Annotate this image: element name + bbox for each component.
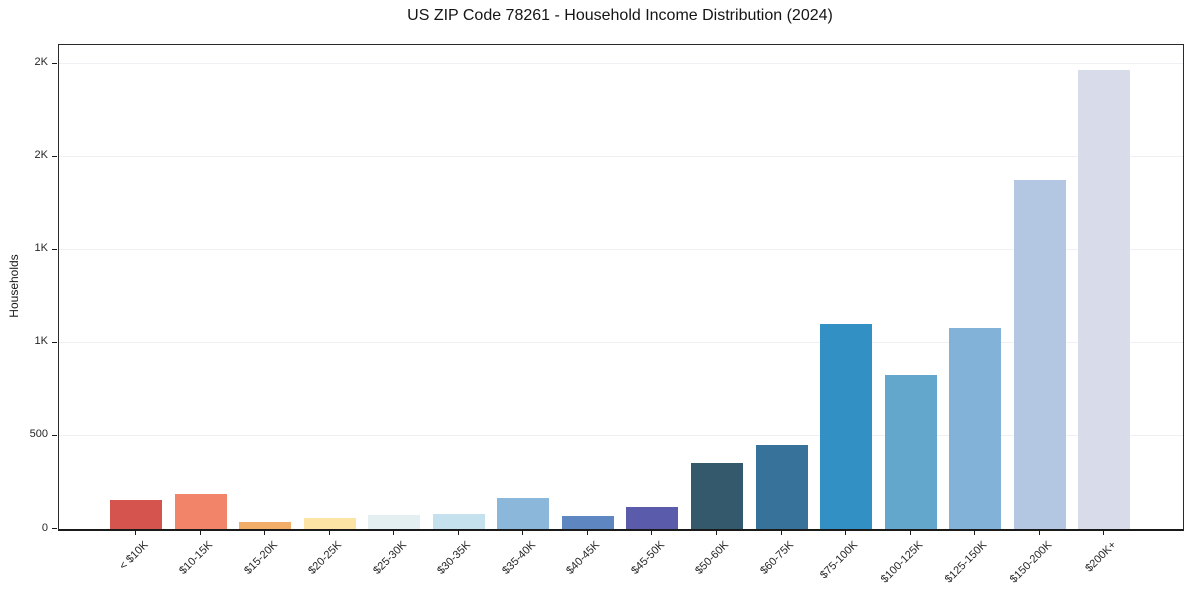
bar-$150-200K <box>1013 180 1066 529</box>
x-tick-label: $125-150K <box>943 539 990 586</box>
y-tick-mark <box>52 155 57 157</box>
y-tick-label: 1K <box>34 335 48 348</box>
x-tick-label: $25-30K <box>370 539 409 577</box>
y-tick-label: 500 <box>29 428 48 441</box>
y-tick-label: 1K <box>34 242 48 255</box>
plot-area <box>58 44 1184 531</box>
gridline-500 <box>59 434 1183 436</box>
x-tick-mark <box>715 530 717 535</box>
x-tick-mark <box>909 530 911 535</box>
x-tick-mark <box>845 530 846 535</box>
y-tick-label: 2K <box>34 149 48 162</box>
y-tick-mark <box>52 248 57 250</box>
x-tick-label: $200K+ <box>1083 539 1119 575</box>
x-tick-label: < $10K <box>117 539 151 573</box>
gridline-2K <box>59 62 1183 64</box>
x-tick-label: $60-75K <box>758 539 796 577</box>
bar-$20-25K <box>303 517 356 529</box>
x-tick-mark <box>780 530 782 535</box>
bar-$30-35K <box>432 513 485 529</box>
bar-$75-100K <box>820 323 872 529</box>
bar-$35-40K <box>497 498 550 529</box>
x-tick-mark <box>264 530 266 535</box>
bar-$10-15K <box>174 494 227 529</box>
x-tick-label: $75-100K <box>818 539 861 582</box>
y-tick-mark <box>52 528 57 529</box>
x-tick-mark <box>974 530 976 535</box>
y-axis-label: Households <box>7 254 21 318</box>
x-tick-label: $50-60K <box>693 539 732 577</box>
x-tick-mark <box>393 530 395 535</box>
bar-$200K+ <box>1078 70 1131 529</box>
y-tick-mark <box>52 434 57 436</box>
y-tick-mark <box>52 62 57 64</box>
x-tick-label: $35-40K <box>499 539 538 577</box>
bar-$125-150K <box>949 328 1002 529</box>
x-tick-label: $40-45K <box>564 539 603 577</box>
x-tick-label: $15-20K <box>241 539 280 577</box>
x-tick-label: $150-200K <box>1007 539 1055 586</box>
bar-$50-60K <box>690 462 743 529</box>
x-tick-mark <box>135 530 136 535</box>
x-tick-label: $10-15K <box>177 539 216 577</box>
bar-$60-75K <box>755 445 808 529</box>
x-tick-mark <box>457 530 459 535</box>
x-tick-mark <box>1038 530 1040 535</box>
x-tick-mark <box>586 530 588 535</box>
x-tick-mark <box>199 530 201 535</box>
y-tick-label: 2K <box>34 56 48 69</box>
chart-title: US ZIP Code 78261 - Household Income Dis… <box>407 7 833 24</box>
bar-$25-30K <box>368 514 421 529</box>
gridline-1K <box>59 248 1183 250</box>
bar-$15-20K <box>239 521 292 529</box>
x-tick-mark <box>1103 530 1105 535</box>
y-tick-label: 0 <box>41 521 48 534</box>
x-tick-mark <box>651 530 653 535</box>
gridline-2K <box>59 155 1183 157</box>
x-tick-mark <box>522 530 524 535</box>
x-tick-label: $30-35K <box>435 539 474 577</box>
bar-$100-125K <box>884 374 937 529</box>
gridline-1K <box>59 341 1183 343</box>
x-tick-label: $100-125K <box>878 539 926 586</box>
x-tick-label: $45-50K <box>628 539 667 577</box>
y-tick-mark <box>52 341 57 343</box>
x-tick-mark <box>328 530 330 535</box>
x-tick-label: $20-25K <box>306 539 345 577</box>
bar-< $10K <box>110 500 162 529</box>
bar-$40-45K <box>561 515 614 529</box>
bar-$45-50K <box>626 506 679 529</box>
